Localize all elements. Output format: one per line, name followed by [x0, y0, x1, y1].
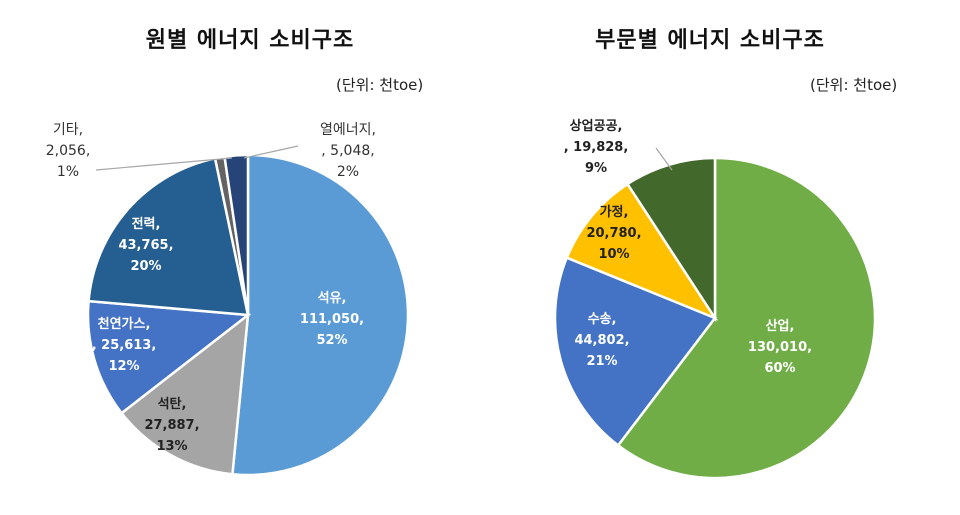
leader-line-1-3 [655, 147, 673, 171]
unit-label-source: (단위: 천toe) [336, 76, 424, 94]
slice-label-0-2: 천연가스,, 25,613, 12% [92, 317, 157, 374]
pie-slice-1-3 [625, 156, 717, 323]
slice-label-0-1: 석탄, 27,887, 13% [144, 396, 199, 454]
pie-slice-0-3 [87, 156, 250, 317]
leader-line-0-5 [243, 145, 299, 159]
pie-slice-0-1 [119, 312, 250, 476]
pie-slice-0-5 [223, 153, 250, 316]
pie-slice-0-0 [231, 153, 410, 477]
slice-label-1-3: 상업공공,, 19,828, 9% [564, 119, 629, 176]
slice-label-1-2: 가정, 20,780, 10% [586, 204, 641, 262]
slice-label-0-0: 석유, 111,050, 52% [300, 291, 364, 348]
slice-label-0-4: 기타, 2,056, 1% [46, 122, 91, 180]
pie-slice-0-2 [86, 299, 252, 415]
slice-label-0-5: 열에너지,, 5,048, 2% [320, 122, 376, 180]
chart-title-source: 원별 에너지 소비구조 [145, 28, 355, 53]
pie-slice-1-1 [553, 256, 717, 448]
slice-label-1-0: 산업, 130,010, 60% [748, 318, 812, 376]
pie-slice-1-2 [565, 182, 719, 321]
slice-label-1-1: 수송, 44,802, 21% [574, 312, 629, 369]
slice-label-0-3: 전력, 43,765, 20% [118, 216, 173, 274]
leader-line-0-4 [95, 157, 233, 171]
pie-slice-1-0 [616, 156, 877, 480]
chart-title-sector: 부문별 에너지 소비구조 [595, 28, 825, 53]
unit-label-sector: (단위: 천toe) [810, 76, 898, 94]
